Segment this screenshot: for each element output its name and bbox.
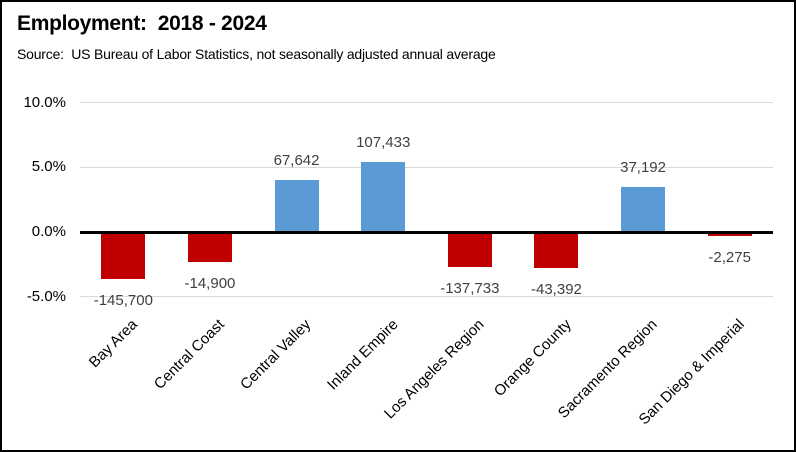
bar-orange-county: [534, 232, 579, 269]
y-tick-label: -5.0%: [26, 287, 66, 305]
category-label-text: Bay Area: [86, 316, 142, 372]
bar-value-label-sacramento-region: 37,192: [620, 158, 666, 176]
zero-axis-line: [80, 231, 773, 234]
category-label-text: Central Coast: [151, 316, 228, 393]
category-label-text: Central Valley: [237, 316, 315, 394]
bar-inland-empire: [361, 162, 406, 232]
y-tick-label: 10.0%: [23, 93, 66, 111]
bar-sacramento-region: [621, 186, 666, 232]
bar-value-label-inland-empire: 107,433: [356, 134, 411, 152]
y-tick-label: 0.0%: [31, 223, 66, 240]
bar-value-label-bay-area: -145,700: [93, 291, 153, 309]
category-label-text: Orange County: [490, 316, 575, 400]
bar-central-valley: [274, 180, 319, 232]
y-tick-label: 5.0%: [31, 158, 66, 176]
source-line: Source: US Bureau of Labor Statistics, n…: [17, 46, 496, 62]
gridline-5.0%: [80, 166, 773, 168]
bar-san-diego-imperial: [707, 232, 752, 236]
bar-value-label-central-valley: 67,642: [273, 152, 320, 170]
gridline--5.0%: [80, 296, 773, 298]
category-label-text: Inland Empire: [323, 316, 402, 394]
gridline-10.0%: [80, 102, 773, 103]
bar-los-angeles-region: [447, 232, 492, 267]
bar-central-coast: [187, 232, 232, 262]
bar-value-label-san-diego-imperial: -2,275: [708, 249, 751, 266]
bar-value-label-orange-county: -43,392: [531, 281, 582, 299]
bar-bay-area: [101, 232, 146, 279]
bar-value-label-central-coast: -14,900: [184, 274, 236, 292]
bar-value-label-los-angeles-region: -137,733: [440, 279, 500, 297]
page-title: Employment: 2018 - 2024: [17, 12, 267, 35]
